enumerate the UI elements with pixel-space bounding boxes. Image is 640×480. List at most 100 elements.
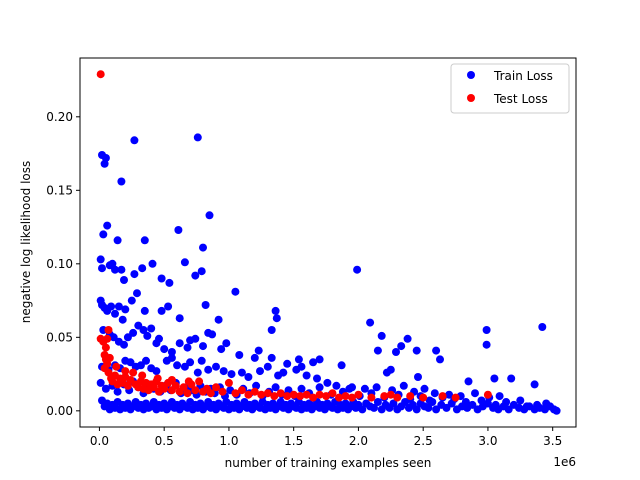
train-loss-point (442, 403, 451, 412)
train-loss-point (165, 278, 174, 287)
train-loss-point (292, 365, 301, 374)
train-loss-point (420, 384, 429, 393)
train-loss-point (250, 353, 259, 362)
train-loss-point (107, 302, 116, 311)
test-loss-point (354, 390, 363, 399)
train-loss-point (205, 211, 214, 220)
train-loss-point (267, 326, 276, 334)
x-tick-label: 3.0 (478, 434, 497, 448)
train-loss-point (113, 236, 122, 245)
x-tick-label: 2.5 (414, 434, 433, 448)
test-loss-point (250, 387, 259, 396)
train-loss-point (114, 302, 123, 311)
train-loss-point (256, 367, 264, 376)
train-loss-point (148, 259, 157, 268)
train-loss-point (353, 265, 362, 274)
test-loss-point (419, 393, 428, 402)
train-loss-point (315, 383, 324, 392)
train-loss-point (197, 267, 206, 276)
legend-marker-train (467, 71, 475, 79)
train-loss-point (199, 342, 207, 351)
test-loss-point (483, 390, 492, 399)
test-loss-point (101, 343, 110, 352)
train-loss-point (173, 361, 182, 370)
train-loss-point (373, 346, 382, 355)
test-loss-point (183, 389, 192, 398)
train-loss-point (370, 403, 378, 412)
series-test-loss (96, 70, 492, 402)
train-loss-point (214, 315, 223, 324)
test-loss-point (302, 390, 311, 399)
train-loss-point (191, 334, 200, 343)
test-loss-point (380, 392, 389, 401)
train-loss-point (430, 389, 439, 398)
test-loss-point (335, 393, 343, 402)
train-loss-point (180, 362, 189, 371)
y-tick-label: 0.20 (46, 110, 73, 124)
test-loss-point (283, 392, 292, 401)
y-tick-label: 0.15 (46, 183, 73, 197)
train-loss-point (208, 330, 217, 339)
train-loss-point (403, 334, 412, 343)
test-loss-point (153, 374, 162, 383)
train-loss-point (271, 306, 280, 315)
train-loss-point (366, 318, 375, 327)
legend-marker-test (467, 94, 475, 102)
test-loss-point (184, 377, 193, 386)
train-loss-point (447, 399, 456, 408)
train-loss-point (272, 314, 281, 323)
train-loss-point (127, 296, 136, 305)
test-loss-point (348, 393, 356, 402)
y-axis-label: negative log likelihood loss (19, 161, 33, 324)
test-loss-point (367, 393, 376, 402)
test-loss-point (212, 383, 220, 392)
test-loss-point (341, 392, 350, 401)
train-loss-point (471, 389, 479, 398)
x-tick-label: 2.0 (349, 434, 368, 448)
test-loss-point (96, 70, 105, 79)
x-axis-label: number of training examples seen (225, 456, 432, 470)
test-loss-point (438, 392, 447, 401)
train-loss-point (120, 340, 128, 349)
train-loss-point (315, 355, 324, 364)
train-loss-point (490, 374, 499, 383)
train-loss-point (507, 374, 516, 383)
test-loss-point (289, 390, 298, 399)
train-loss-point (217, 345, 226, 354)
x-tick-label: 0.5 (155, 434, 174, 448)
train-loss-point (309, 358, 318, 367)
train-loss-point (180, 258, 189, 267)
train-loss-point (360, 384, 369, 393)
test-loss-point (244, 390, 253, 399)
train-loss-point (222, 339, 231, 348)
train-loss-point (111, 309, 119, 318)
train-loss-point (143, 331, 152, 340)
y-tick-label: 0.00 (46, 404, 73, 418)
test-loss-point (237, 386, 246, 395)
points-layer (96, 70, 561, 415)
train-loss-point (483, 399, 492, 408)
train-loss-point (126, 358, 135, 367)
train-loss-point (157, 306, 166, 315)
train-loss-point (123, 333, 132, 342)
train-loss-point (212, 362, 220, 371)
train-loss-point (193, 368, 202, 377)
train-loss-point (227, 370, 236, 379)
train-loss-point (96, 255, 105, 264)
test-loss-point (231, 389, 240, 398)
train-loss-point (436, 355, 444, 364)
train-loss-point (100, 159, 109, 168)
train-loss-point (389, 399, 398, 408)
train-loss-point (142, 356, 150, 365)
train-loss-point (358, 405, 367, 414)
train-loss-point (175, 314, 184, 323)
train-loss-point (323, 378, 332, 387)
train-loss-point (98, 264, 106, 273)
test-loss-point (328, 389, 337, 398)
x-axis: 0.0 0.5 1.0 1.5 2.0 2.5 3.0 3.5 (90, 427, 562, 448)
train-loss-point (345, 384, 354, 393)
y-tick-label: 0.05 (46, 330, 73, 344)
train-loss-point (231, 287, 240, 296)
test-loss-point (191, 386, 200, 395)
